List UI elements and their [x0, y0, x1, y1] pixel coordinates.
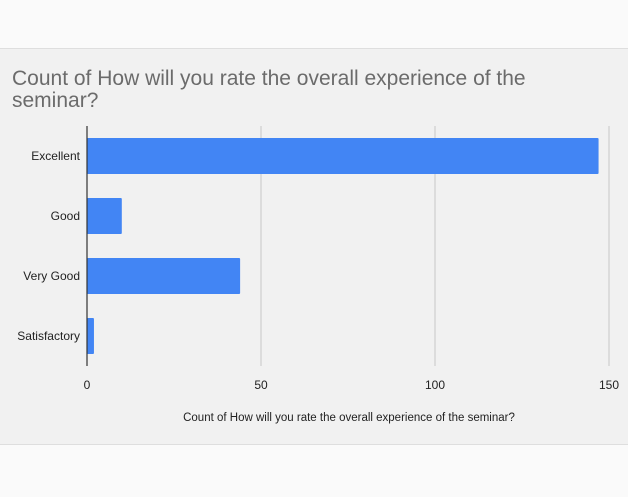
bar-very-good [87, 258, 241, 294]
category-label-excellent: Excellent [31, 149, 80, 163]
category-label-very-good: Very Good [23, 269, 80, 283]
x-tick-label-150: 150 [599, 378, 619, 392]
x-tick-labels: 0 50 100 150 [84, 378, 620, 392]
category-label-satisfactory: Satisfactory [17, 329, 80, 343]
x-tick-label-100: 100 [425, 378, 445, 392]
chart-title: Count of How will you rate the overall e… [12, 67, 526, 112]
bar-good [87, 198, 122, 234]
bars [87, 138, 599, 354]
x-tick-label-50: 50 [254, 378, 268, 392]
bar-satisfactory [87, 318, 94, 354]
bar-excellent [87, 138, 599, 174]
top-band [0, 0, 628, 49]
category-label-good: Good [51, 209, 80, 223]
bottom-band [0, 444, 628, 497]
x-axis-title: Count of How will you rate the overall e… [183, 412, 515, 424]
x-tick-label-0: 0 [84, 378, 91, 392]
category-labels: Excellent Good Very Good Satisfactory [17, 149, 80, 343]
